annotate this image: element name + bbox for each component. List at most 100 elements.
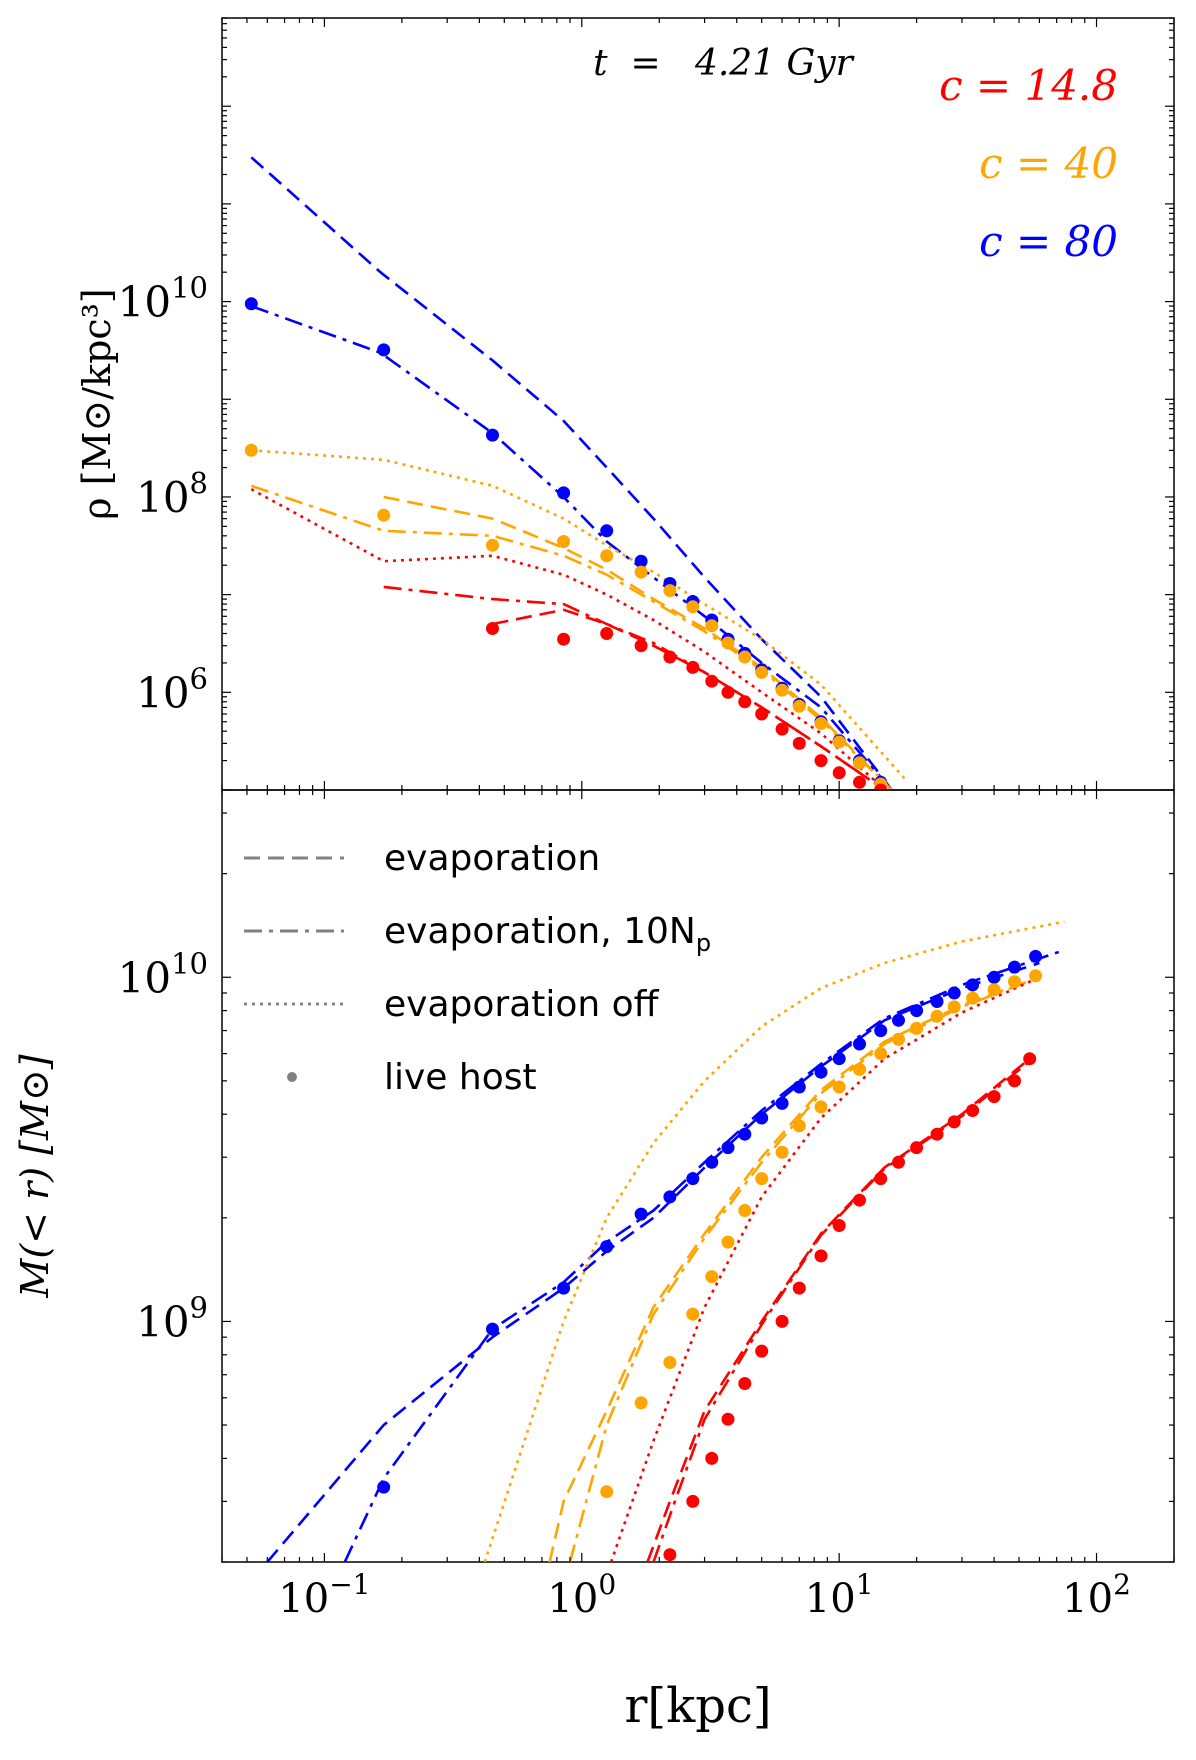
mass-live-host-marker xyxy=(987,970,1001,984)
density-ylabel: ρ [M⊙/kpc³] xyxy=(75,288,119,520)
legend-entry-label: evaporation off xyxy=(384,984,660,1025)
mass-line-dashdot-6 xyxy=(652,1060,1031,1562)
time-label: t = 4.21 Gyr xyxy=(593,43,855,84)
density-live-host-marker xyxy=(738,695,752,709)
mass-live-host-marker xyxy=(1008,1074,1021,1088)
mass-line-dotted-4 xyxy=(483,920,1065,1562)
density-line-dotted-7 xyxy=(250,488,878,784)
density-live-host-marker xyxy=(853,756,866,770)
mass-live-host-marker xyxy=(755,1111,769,1125)
y-tick-label: 106 xyxy=(136,661,208,717)
mass-live-host-marker xyxy=(792,1281,806,1295)
mass-line-dashed-2 xyxy=(548,976,1040,1562)
density-live-host-marker xyxy=(686,660,700,674)
mass-live-host-marker xyxy=(634,1207,648,1221)
mass-live-host-marker xyxy=(686,1172,700,1186)
legend-entry-text: evaporation xyxy=(384,838,600,879)
concentration-legend-entry: c = 14.8 xyxy=(939,61,1118,110)
density-live-host-marker xyxy=(377,508,391,522)
density-live-host-marker xyxy=(600,524,614,538)
mass-line-dashdot-3 xyxy=(568,976,1040,1562)
y-tick-label: 1010 xyxy=(118,271,208,327)
mass-live-host-marker xyxy=(814,1065,828,1079)
mass-live-host-marker xyxy=(874,1172,888,1186)
density-live-host-marker xyxy=(663,584,677,598)
legend-entry-label: live host xyxy=(384,1057,537,1098)
mass-live-host-marker xyxy=(377,1480,391,1494)
density-live-host-marker xyxy=(738,650,752,664)
density-live-host-marker xyxy=(634,565,648,579)
mass-line-dashed-5 xyxy=(646,1057,1031,1562)
mass-live-host-marker xyxy=(966,978,980,992)
density-live-host-marker xyxy=(874,783,888,790)
mass-live-host-marker xyxy=(853,1062,866,1076)
mass-live-host-marker xyxy=(814,1249,828,1263)
mass-live-host-marker xyxy=(892,1032,905,1046)
mass-live-host-marker xyxy=(775,1314,789,1328)
density-live-host-marker xyxy=(557,535,571,548)
mass-live-host-marker xyxy=(832,1219,846,1232)
legend-entry-label: evaporation, 10Np xyxy=(384,911,711,957)
density-live-host-marker xyxy=(634,554,648,568)
density-line-dashdot-1 xyxy=(250,304,893,790)
legend-entry-text: live host xyxy=(384,1057,537,1098)
density-live-host-marker xyxy=(755,707,769,721)
mass-live-host-marker xyxy=(930,1009,944,1023)
mass-live-host-marker xyxy=(987,983,1001,997)
mass-live-host-marker xyxy=(874,1024,888,1038)
mass-live-host-marker xyxy=(705,1451,719,1465)
density-live-host-marker xyxy=(705,619,719,633)
density-live-host-marker xyxy=(486,428,499,442)
mass-plot-frame xyxy=(221,789,1175,1563)
density-series xyxy=(244,156,906,790)
legend-entry-subscript: p xyxy=(696,929,711,957)
mass-live-host-marker xyxy=(892,1155,905,1169)
density-live-host-marker xyxy=(557,632,571,646)
mass-live-host-marker xyxy=(1008,960,1021,974)
mass-line-dashdot-1 xyxy=(343,948,1065,1562)
legend-live-host-marker xyxy=(287,1072,297,1082)
x-axis-label: r[kpc] xyxy=(624,1678,771,1734)
mass-live-host-marker xyxy=(755,1344,769,1358)
mass-ylabel: M(< r) [M⊙] xyxy=(13,1054,57,1298)
x-tick-label: 100 xyxy=(547,1568,616,1622)
mass-live-host-marker xyxy=(910,1141,924,1155)
mass-live-host-marker xyxy=(966,1104,980,1117)
density-live-host-marker xyxy=(244,443,258,457)
density-x-ticks xyxy=(221,18,1175,790)
mass-live-host-marker xyxy=(892,1013,905,1027)
mass-live-host-marker xyxy=(910,1004,924,1018)
density-live-host-marker xyxy=(775,722,789,736)
mass-live-host-marker xyxy=(987,1090,1001,1104)
mass-live-host-marker xyxy=(1023,1052,1037,1066)
mass-live-host-marker xyxy=(663,1356,677,1369)
mass-live-host-marker xyxy=(853,1037,866,1051)
density-live-host-marker xyxy=(755,665,769,679)
x-tick-label: 101 xyxy=(805,1568,874,1622)
mass-y-ticks: 109 1010 xyxy=(118,812,1174,1563)
density-line-dashdot-3 xyxy=(250,484,893,790)
legend-entry-label: evaporation xyxy=(384,838,600,879)
y-tick-label: 109 xyxy=(136,1290,208,1346)
mass-live-host-marker xyxy=(686,1494,700,1508)
mass-live-host-marker xyxy=(966,991,980,1005)
x-tick-label: 10−1 xyxy=(278,1568,370,1622)
density-live-host-marker xyxy=(792,736,806,750)
mass-live-host-marker xyxy=(738,1377,752,1390)
density-live-host-marker xyxy=(832,766,846,780)
mass-line-dotted-7 xyxy=(609,976,1040,1562)
density-y-ticks: 106 108 1010 xyxy=(118,17,1174,791)
mass-live-host-marker xyxy=(721,1412,735,1426)
mass-live-host-marker xyxy=(910,1021,924,1035)
density-live-host-marker xyxy=(792,699,806,713)
mass-live-host-marker xyxy=(947,986,961,1000)
density-live-host-marker xyxy=(486,538,499,552)
mass-live-host-marker xyxy=(686,1307,700,1321)
density-line-dashed-5 xyxy=(492,608,886,790)
mass-x-ticks: 10−1 100 101 102 xyxy=(221,790,1175,1622)
density-line-dotted-4 xyxy=(251,449,906,780)
density-live-host-marker xyxy=(486,622,499,635)
mass-live-host-marker xyxy=(738,1127,752,1141)
mass-live-host-marker xyxy=(775,1096,789,1110)
